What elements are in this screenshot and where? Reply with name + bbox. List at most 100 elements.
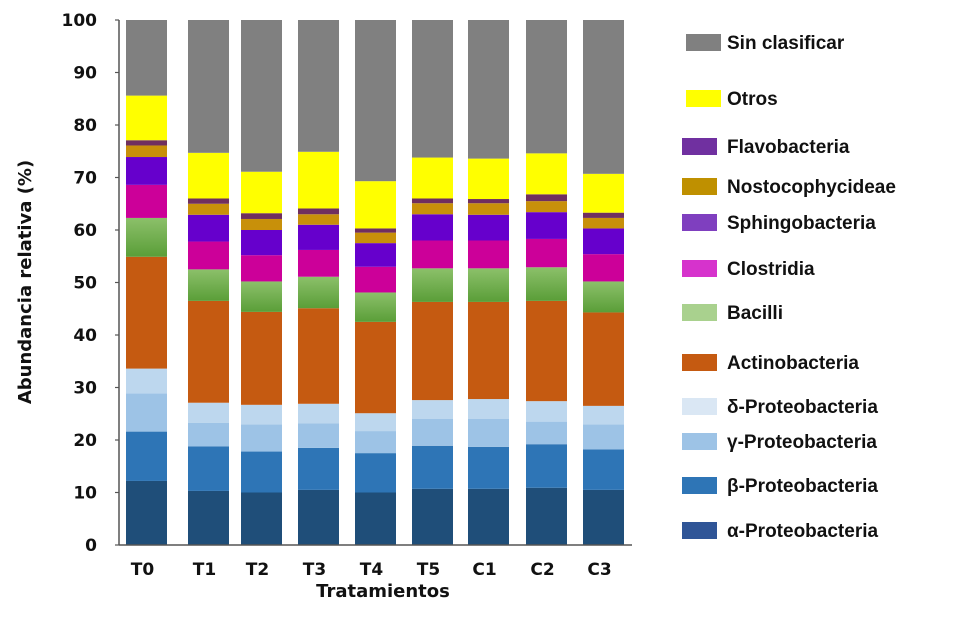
bar-segment-C1-clostridia: [468, 240, 509, 269]
bar-segment-C2-clostridia: [526, 238, 567, 268]
bar-segment-C1-sphingobacteria: [468, 214, 509, 241]
bar-segment-C3-proteobacteria: [583, 424, 624, 450]
legend-label: Sphingobacteria: [727, 213, 876, 234]
bar-stack-T5: [412, 20, 453, 545]
bar-segment-C2-bacilli: [526, 267, 567, 301]
x-tick-label: C2: [530, 560, 554, 580]
bar-segment-T3-proteobacteria: [298, 403, 339, 424]
legend-swatch: [682, 138, 717, 155]
bar-segment-T3-proteobacteria: [298, 489, 339, 545]
bar-segment-C1-otros: [468, 158, 509, 200]
bar-segment-T4-actinobacteria: [355, 321, 396, 414]
bar-segment-T2-otros: [241, 171, 282, 214]
bar-segment-T0-clostridia: [126, 184, 167, 218]
legend-swatch: [682, 433, 717, 450]
x-tick-label: C3: [587, 560, 611, 580]
bar-segment-T0-proteobacteria: [126, 368, 167, 394]
bar-segment-T0-actinobacteria: [126, 256, 167, 369]
bar-segment-C2-flavobacteria: [526, 194, 567, 202]
y-tick-label: 40: [73, 326, 97, 346]
bar-segment-T5-nostocophycideae: [412, 203, 453, 215]
bar-stack-C3: [583, 20, 624, 545]
bar-segment-C1-proteobacteria: [468, 488, 509, 545]
bar-segment-C3-flavobacteria: [583, 212, 624, 218]
legend-swatch: [682, 477, 717, 494]
bar-segment-C2-sphingobacteria: [526, 212, 567, 239]
bar-segment-T2-flavobacteria: [241, 213, 282, 219]
bar-segment-C2-actinobacteria: [526, 300, 567, 402]
bar-segment-T5-proteobacteria: [412, 419, 453, 446]
bar-segment-T0-sin-clasificar: [126, 20, 167, 96]
y-tick-label: 100: [62, 11, 98, 31]
x-axis-labels: T0 T1 T2 T3 T4 T5 C1 C2 C3: [131, 560, 612, 580]
bar-stack-T0: [126, 20, 167, 545]
bar-stack-T3: [298, 20, 339, 545]
y-tick-label: 10: [73, 484, 97, 504]
bar-segment-C3-actinobacteria: [583, 312, 624, 406]
bar-segment-T4-sin-clasificar: [355, 20, 396, 182]
legend-item: β-Proteobacteria: [682, 476, 878, 497]
bar-segment-T5-proteobacteria: [412, 488, 453, 545]
bar-segment-C1-proteobacteria: [468, 399, 509, 419]
legend: Sin clasificar Otros Flavobacteria Nostocop…: [682, 33, 896, 542]
bar-segment-T1-flavobacteria: [188, 198, 229, 204]
bar-segment-T0-proteobacteria: [126, 431, 167, 481]
y-tick-label: 60: [73, 221, 97, 241]
legend-swatch: [682, 304, 717, 321]
legend-swatch: [682, 214, 717, 231]
bar-segment-T2-proteobacteria: [241, 451, 282, 493]
x-axis-title: Tratamientos: [316, 581, 450, 602]
bar-segment-C3-proteobacteria: [583, 405, 624, 425]
legend-label: Sin clasificar: [727, 33, 845, 54]
bar-segment-T3-clostridia: [298, 249, 339, 277]
bar-segment-T5-clostridia: [412, 240, 453, 269]
bar-segment-T3-proteobacteria: [298, 423, 339, 448]
bar-segment-T4-proteobacteria: [355, 453, 396, 493]
bar-segment-C3-proteobacteria: [583, 449, 624, 490]
legend-label: γ-Proteobacteria: [727, 432, 877, 453]
bar-segment-C1-nostocophycideae: [468, 203, 509, 215]
legend-item: Actinobacteria: [682, 353, 859, 374]
bar-segment-C1-proteobacteria: [468, 419, 509, 447]
bar-segment-T2-bacilli: [241, 281, 282, 312]
x-tick-label: C1: [472, 560, 496, 580]
legend-item: Sin clasificar: [686, 33, 845, 54]
legend-item: Sphingobacteria: [682, 213, 876, 234]
bar-segment-T1-proteobacteria: [188, 422, 229, 447]
x-tick-label: T4: [360, 560, 384, 580]
bar-segment-C3-sphingobacteria: [583, 228, 624, 255]
bar-segment-C3-clostridia: [583, 254, 624, 282]
y-axis-title: Abundancia relativa (%): [15, 160, 36, 404]
y-axis-ticks: 0 10 20 30 40 50 60 70 80 90 100: [62, 11, 119, 556]
legend-item: Otros: [686, 89, 778, 110]
bar-segment-T0-sphingobacteria: [126, 157, 167, 185]
bar-segment-T1-proteobacteria: [188, 446, 229, 491]
bar-segment-C3-nostocophycideae: [583, 217, 624, 229]
bar-segment-T1-nostocophycideae: [188, 203, 229, 215]
y-tick-label: 90: [73, 64, 97, 84]
bar-segment-C3-bacilli: [583, 281, 624, 313]
bar-segment-T2-sphingobacteria: [241, 230, 282, 256]
legend-item: Bacilli: [682, 303, 783, 324]
bar-segment-C2-nostocophycideae: [526, 201, 567, 213]
bar-segment-T0-nostocophycideae: [126, 145, 167, 158]
bar-segment-T2-proteobacteria: [241, 424, 282, 452]
legend-label: α-Proteobacteria: [727, 521, 878, 542]
bar-segment-T1-actinobacteria: [188, 300, 229, 403]
bar-segment-T0-flavobacteria: [126, 140, 167, 146]
legend-swatch: [682, 178, 717, 195]
legend-label: Otros: [727, 89, 778, 110]
y-tick-label: 20: [73, 431, 97, 451]
bar-segment-C1-actinobacteria: [468, 301, 509, 400]
bar-segment-T1-proteobacteria: [188, 402, 229, 423]
x-tick-label: T5: [417, 560, 440, 580]
bar-segment-T4-proteobacteria: [355, 431, 396, 454]
bar-segment-T1-clostridia: [188, 241, 229, 270]
y-tick-label: 70: [73, 169, 97, 189]
bar-segment-C3-sin-clasificar: [583, 20, 624, 174]
bar-segment-T3-proteobacteria: [298, 447, 339, 490]
bar-segment-T5-proteobacteria: [412, 400, 453, 419]
bar-segment-T4-bacilli: [355, 292, 396, 322]
bar-stack-T4: [355, 20, 396, 545]
